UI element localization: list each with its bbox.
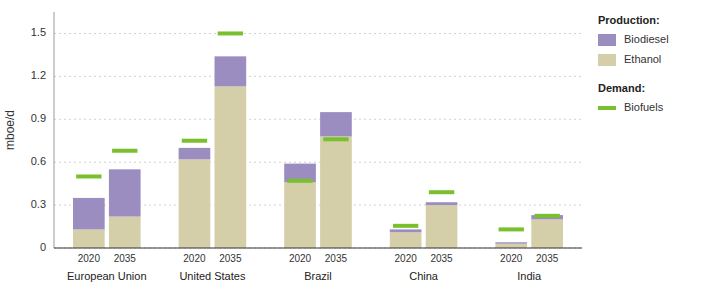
grid-line (54, 76, 582, 77)
demand-marker (323, 137, 348, 141)
y-axis-line (54, 12, 55, 248)
y-tick-label: 0.9 (31, 112, 46, 124)
demand-marker (393, 224, 418, 228)
grid (54, 33, 582, 248)
bar-segment (215, 86, 247, 248)
bar-segment (179, 159, 211, 248)
series-2 (76, 31, 560, 231)
grid-line (54, 33, 582, 34)
legend-swatch (598, 106, 616, 110)
bar-segment (495, 244, 527, 248)
bar-segment (73, 198, 105, 229)
chart-svg: 0 0.3 0.6 0.9 1.2 1.5 mboe/d 2020 2035 European U… (0, 0, 702, 292)
x-tick-label: 2035 (430, 253, 453, 264)
x-tick-label: 2020 (500, 253, 523, 264)
legend-label: Ethanol (624, 53, 661, 65)
x-tick-label: 2020 (395, 253, 418, 264)
legend-label: Biofuels (624, 101, 664, 113)
grid-line (54, 248, 582, 249)
category-label: United States (179, 270, 246, 282)
grid-line (54, 119, 582, 120)
category-label: India (517, 270, 542, 282)
grid-line (54, 162, 582, 163)
demand-marker (429, 190, 454, 194)
bar-segment (320, 136, 352, 248)
bar-segment (426, 202, 458, 205)
demand-marker (112, 149, 137, 153)
x-tick-label: 2020 (289, 253, 312, 264)
legend: Production: Biodiesel Ethanol Demand: Biofue… (598, 14, 669, 113)
demand-marker (218, 31, 243, 35)
demand-marker (534, 214, 559, 218)
bar-segment (73, 229, 105, 248)
chart-container: 0 0.3 0.6 0.9 1.2 1.5 mboe/d 2020 2035 European U… (0, 0, 702, 292)
x-tick-label: 2020 (78, 253, 101, 264)
y-tick-label: 0.3 (31, 198, 46, 210)
y-axis-label: mboe/d (3, 110, 17, 150)
legend-label: Biodiesel (624, 33, 669, 45)
legend-header: Production: (598, 14, 660, 26)
y-tick-label: 1.2 (31, 69, 46, 81)
bar-segment (215, 56, 247, 86)
y-tick-label: 0 (40, 241, 46, 253)
y-tick-label: 0.6 (31, 155, 46, 167)
bar-segment (531, 219, 563, 248)
legend-swatch (598, 54, 616, 66)
legend-header: Demand: (598, 82, 645, 94)
demand-marker (287, 179, 312, 183)
bar-segment (284, 182, 316, 248)
category-label: China (409, 270, 439, 282)
x-tick-label: 2035 (219, 253, 242, 264)
category-label: European Union (67, 270, 147, 282)
demand-marker (182, 139, 207, 143)
y-tick-label: 1.5 (31, 26, 46, 38)
bar-segment (426, 205, 458, 248)
bar-segment (179, 148, 211, 159)
series-1 (73, 56, 563, 243)
x-tick-label: 2035 (114, 253, 137, 264)
x-tick-label: 2020 (183, 253, 206, 264)
bar-segment (390, 229, 422, 232)
x-tick-label: 2035 (325, 253, 348, 264)
x-axis-line (54, 248, 582, 249)
bar-segment (495, 242, 527, 243)
bar-segment (320, 112, 352, 136)
legend-swatch (598, 34, 616, 46)
bar-segment (390, 232, 422, 248)
demand-marker (76, 174, 101, 178)
series-0 (73, 86, 563, 248)
bar-segment (109, 169, 141, 216)
x-tick-label: 2035 (536, 253, 559, 264)
category-label: Brazil (304, 270, 332, 282)
bar-segment (284, 164, 316, 183)
demand-marker (499, 227, 524, 231)
bar-segment (109, 217, 141, 248)
marks (73, 31, 563, 248)
